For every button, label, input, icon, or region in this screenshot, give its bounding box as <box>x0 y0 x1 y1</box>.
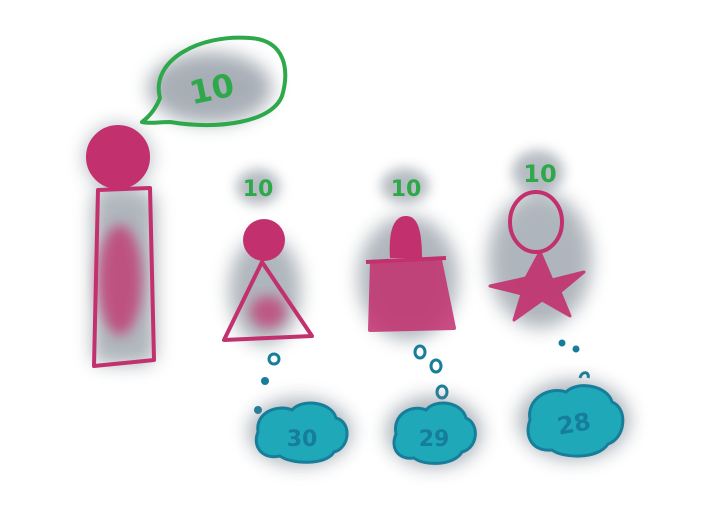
figure-1-speech-text: 10 <box>243 177 274 202</box>
figure-3-thought-bubble: 28 <box>518 380 630 460</box>
figure-3-thought-text: 28 <box>555 407 593 440</box>
figure-2-speech-text: 10 <box>391 177 422 202</box>
figure-1-body <box>222 260 314 342</box>
figure-2-head <box>389 216 422 258</box>
figure-2-thought-text: 29 <box>419 427 450 452</box>
figure-1-head <box>243 219 285 261</box>
figure-star: 10 <box>488 150 592 379</box>
figure-triangle: 10 <box>222 169 314 414</box>
speaker-body <box>92 186 156 368</box>
speaker-speech-bubble: 10 <box>140 35 288 127</box>
figure-3-speech-text: 10 <box>523 160 556 188</box>
figure-trapezoid: 10 <box>358 168 458 400</box>
speaker-head <box>86 125 150 189</box>
figure-1-thought-bubble: 30 <box>248 398 352 466</box>
speaker-speech-text: 10 <box>186 66 237 112</box>
figure-2-thought-bubble: 29 <box>386 396 482 468</box>
figure-2-body <box>368 258 456 332</box>
figure-1-thought-text: 30 <box>287 427 318 452</box>
figure-3-body <box>488 250 586 322</box>
figure-3-head <box>508 190 564 254</box>
speaker-figure <box>84 124 156 368</box>
